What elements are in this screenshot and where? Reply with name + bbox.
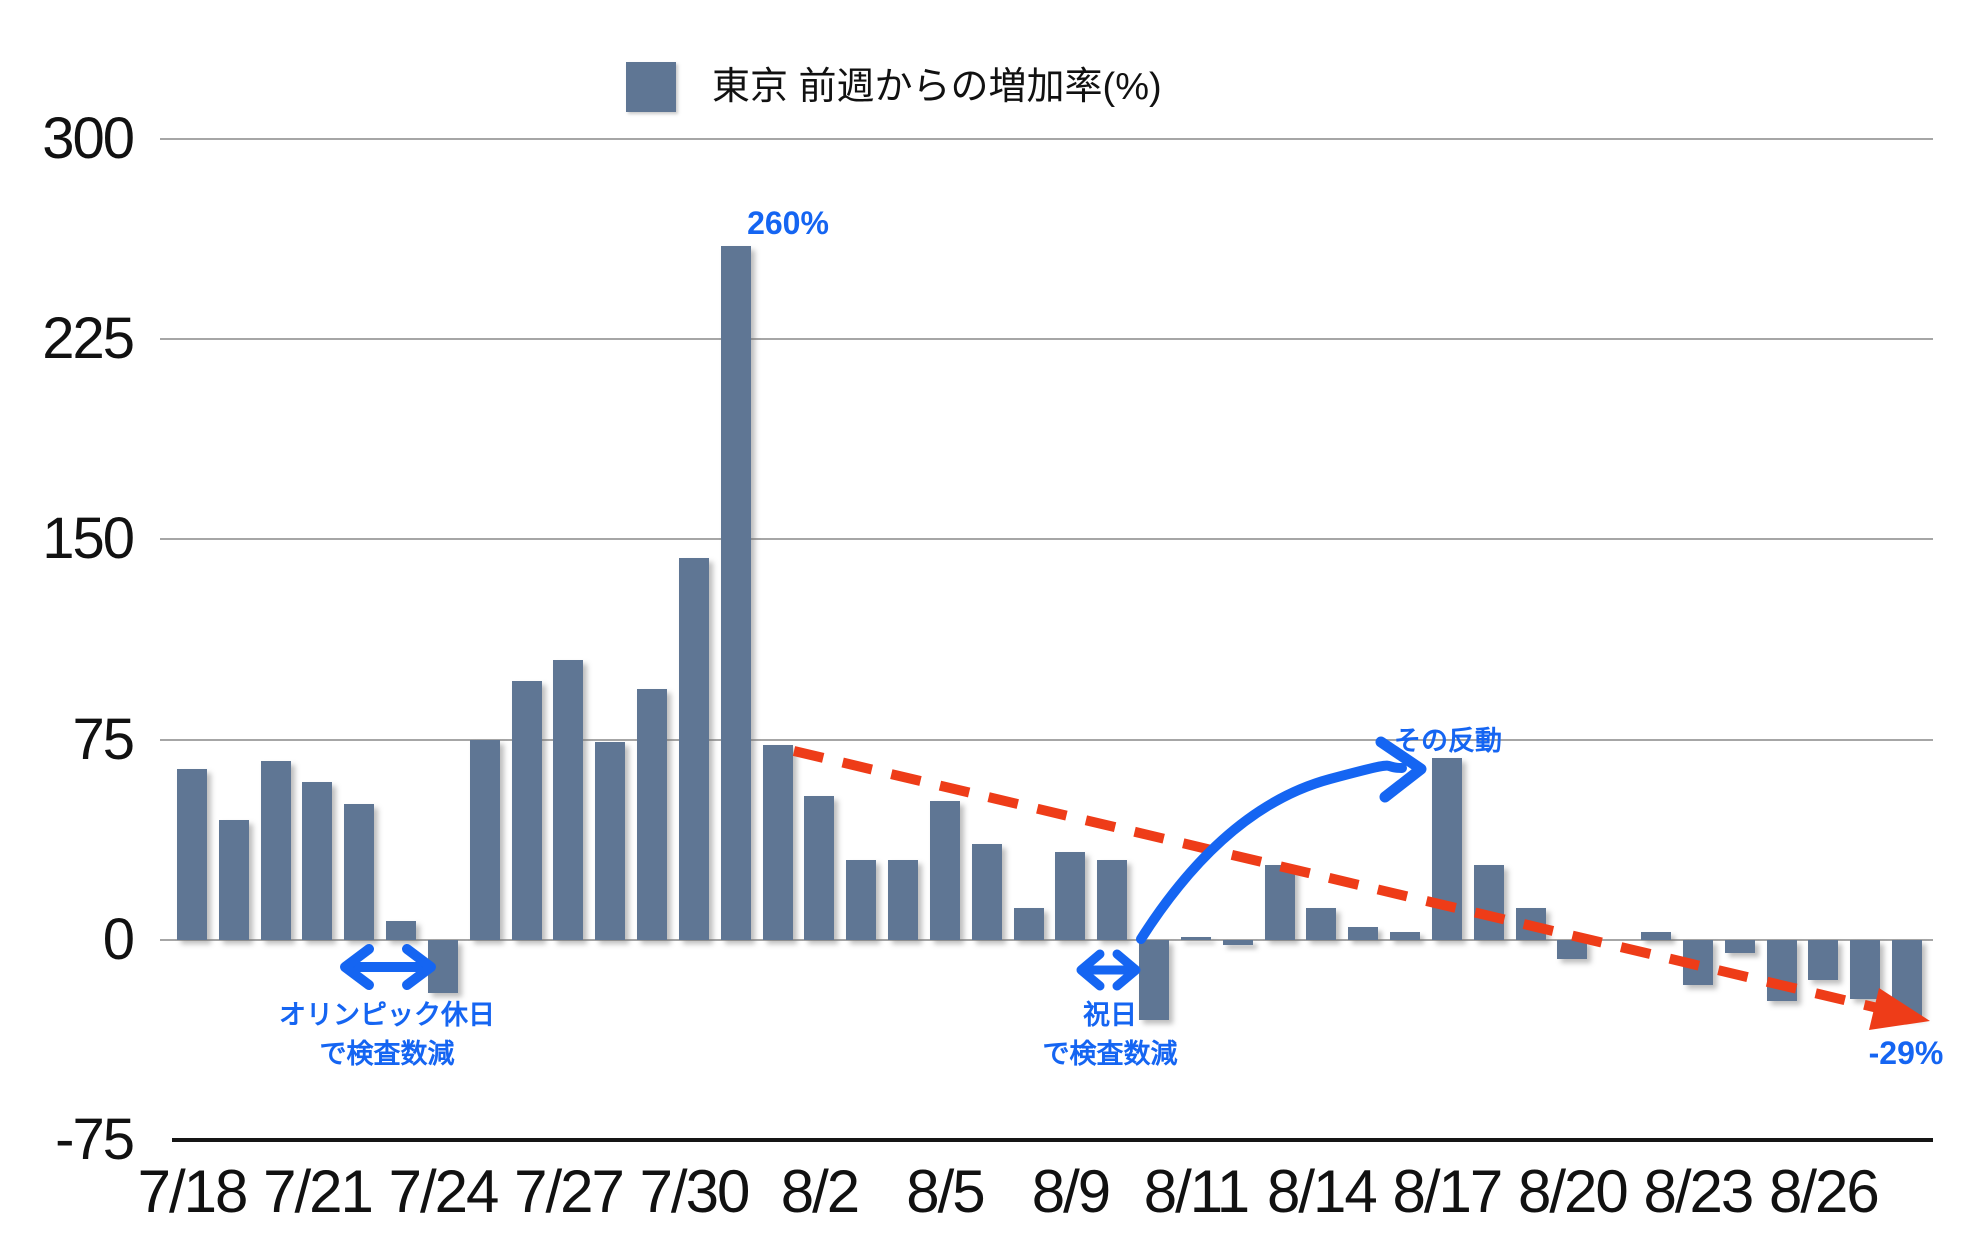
bar <box>720 245 751 940</box>
bar <box>1431 758 1462 940</box>
bar <box>1892 940 1923 1018</box>
holiday-double-arrow <box>1076 949 1141 991</box>
bar <box>804 795 835 940</box>
x-tick-label: 7/30 <box>639 1158 751 1225</box>
bar <box>260 761 291 940</box>
y-tick-label: 75 <box>72 706 135 772</box>
bar <box>1850 940 1881 999</box>
x-tick-label: 8/2 <box>780 1158 860 1225</box>
bar <box>427 940 458 994</box>
bar <box>1808 940 1839 981</box>
x-tick-label: 8/17 <box>1392 1158 1504 1225</box>
bar <box>1682 940 1713 986</box>
x-tick-label: 8/9 <box>1031 1158 1111 1225</box>
bar <box>1390 931 1421 940</box>
bar <box>218 819 249 940</box>
bar <box>511 680 542 940</box>
bar <box>595 742 626 940</box>
bar <box>762 745 793 940</box>
y-tick-label: 0 <box>102 907 135 972</box>
olympic-note-line2: で検査数減 <box>319 1039 455 1069</box>
x-tick-label: 7/21 <box>263 1158 374 1225</box>
olympic-double-arrow <box>340 944 436 990</box>
bar <box>1515 907 1546 940</box>
x-tick-label: 8/5 <box>906 1158 985 1225</box>
bar <box>1473 865 1504 940</box>
bar <box>1641 931 1672 940</box>
gridline <box>160 738 1933 741</box>
gridline <box>160 137 1933 140</box>
bar <box>344 803 375 940</box>
peak-value-label: 260% <box>747 205 829 241</box>
olympic-note-line1: オリンピック休日 <box>279 1000 495 1030</box>
bar <box>637 688 668 940</box>
x-tick-label: 8/14 <box>1267 1158 1378 1225</box>
bar <box>1013 907 1044 940</box>
bar <box>1097 859 1128 940</box>
bar <box>678 558 709 940</box>
bar <box>302 782 333 940</box>
x-tick-label: 7/24 <box>388 1158 500 1225</box>
bar <box>846 859 877 940</box>
bar <box>971 843 1002 940</box>
bar <box>1348 926 1379 940</box>
legend-label: 東京 前週からの増加率(%) <box>712 66 1162 108</box>
legend-swatch <box>626 62 676 112</box>
bar <box>1264 865 1295 940</box>
rebound-label: その反動 <box>1394 726 1502 756</box>
y-tick-label: 225 <box>42 306 135 372</box>
olympic-note: オリンピック休日 で検査数減 <box>279 996 495 1074</box>
bar <box>553 659 584 940</box>
y-tick-label: 300 <box>42 105 135 171</box>
y-tick-label: -75 <box>55 1107 135 1173</box>
x-axis-line <box>172 1138 1933 1143</box>
bar <box>386 921 417 940</box>
bar <box>1724 940 1755 954</box>
bar <box>177 769 207 940</box>
x-tick-label: 7/18 <box>137 1158 249 1225</box>
bar <box>1180 937 1211 940</box>
bar <box>888 859 919 940</box>
holiday-note-line1: 祝日 <box>1083 1000 1137 1030</box>
gridline <box>160 338 1933 341</box>
holiday-note: 祝日 で検査数減 <box>1043 996 1178 1074</box>
bar <box>469 739 500 940</box>
bar <box>1557 940 1588 959</box>
bar <box>929 801 960 940</box>
x-tick-label: 8/23 <box>1643 1158 1754 1225</box>
bar <box>1055 851 1086 940</box>
holiday-note-line2: で検査数減 <box>1042 1039 1178 1069</box>
x-tick-label: 8/26 <box>1768 1158 1880 1225</box>
bar <box>1222 940 1253 946</box>
y-tick-label: 150 <box>42 506 135 572</box>
end-value-label: -29% <box>1868 1035 1944 1071</box>
bar <box>1766 940 1797 1002</box>
x-tick-label: 8/20 <box>1517 1158 1629 1225</box>
x-tick-label: 8/11 <box>1143 1158 1250 1225</box>
gridline <box>160 538 1933 541</box>
x-tick-label: 7/27 <box>514 1158 625 1225</box>
bar <box>1306 907 1337 940</box>
